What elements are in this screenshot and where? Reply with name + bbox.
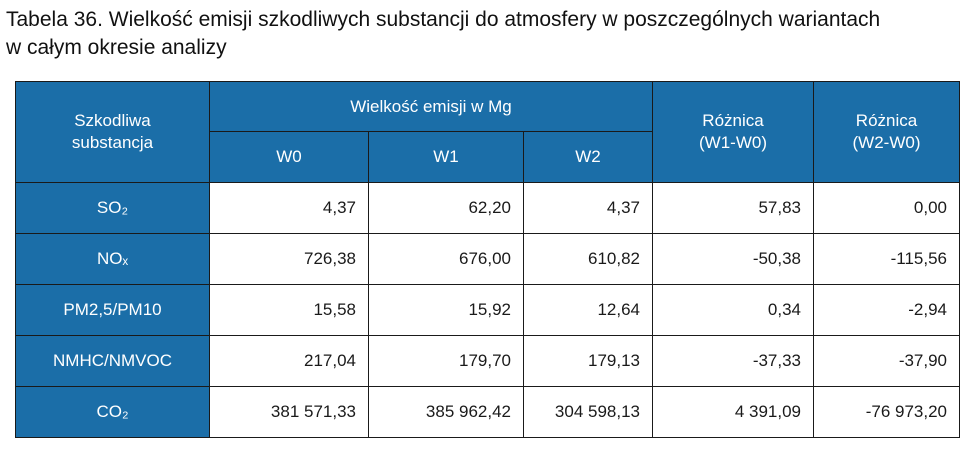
cell-diff-w2-w0: -2,94 (813, 284, 961, 336)
cell-diff-w1-w0: 57,83 (652, 182, 815, 234)
header-diff-w2-w0-line-2: (W2-W0) (852, 133, 921, 152)
header-diff-w1-w0-line-1: Różnica (702, 111, 764, 130)
cell-w1: 385 962,42 (368, 386, 524, 438)
table-row: PM2,5/PM10 15,58 15,92 12,64 0,34 -2,94 (15, 284, 961, 336)
caption-line-1: Tabela 36. Wielkość emisji szkodliwych s… (6, 8, 881, 31)
table-caption: Tabela 36. Wielkość emisji szkodliwych s… (6, 6, 976, 62)
cell-w1: 179,70 (368, 335, 524, 387)
header-substance: Szkodliwa substancja (15, 81, 210, 183)
emissions-table: Szkodliwa substancja Wielkość emisji w M… (15, 81, 961, 438)
cell-diff-w1-w0: -50,38 (652, 233, 815, 285)
cell-diff-w1-w0: -37,33 (652, 335, 815, 387)
row-substance: NMHC/NMVOC (15, 335, 210, 387)
cell-w2: 4,37 (522, 182, 654, 234)
header-w0: W0 (209, 131, 369, 183)
header-substance-line-2: substancja (71, 133, 154, 152)
table-row: NMHC/NMVOC 217,04 179,70 179,13 -37,33 -… (15, 335, 961, 387)
cell-diff-w2-w0: -37,90 (813, 335, 961, 387)
table-row: SO₂ 4,37 62,20 4,37 57,83 0,00 (15, 182, 961, 234)
row-substance: NOₓ (15, 233, 210, 285)
cell-w1: 15,92 (368, 284, 524, 336)
row-substance: CO₂ (15, 386, 210, 438)
header-emission-group: Wielkość emisji w Mg (208, 81, 654, 132)
cell-diff-w2-w0: 0,00 (813, 182, 961, 234)
table-header: Szkodliwa substancja Wielkość emisji w M… (15, 81, 961, 183)
header-row-top: Szkodliwa substancja Wielkość emisji w M… (15, 81, 961, 183)
cell-w0: 381 571,33 (209, 386, 369, 438)
cell-w0: 15,58 (209, 284, 369, 336)
header-diff-w2-w0: Różnica (W2-W0) (813, 81, 961, 183)
header-substance-line-1: Szkodliwa (74, 111, 151, 130)
cell-diff-w2-w0: -115,56 (813, 233, 961, 285)
row-substance: PM2,5/PM10 (15, 284, 210, 336)
cell-diff-w2-w0: -76 973,20 (813, 386, 961, 438)
table-row: CO₂ 381 571,33 385 962,42 304 598,13 4 3… (15, 386, 961, 438)
header-w2: W2 (522, 131, 654, 183)
cell-w0: 726,38 (209, 233, 369, 285)
header-diff-w1-w0-line-2: (W1-W0) (699, 133, 767, 152)
header-row-variants: W0 W1 W2 (16, 131, 960, 183)
cell-w2: 610,82 (522, 233, 654, 285)
cell-diff-w1-w0: 0,34 (652, 284, 815, 336)
cell-diff-w1-w0: 4 391,09 (652, 386, 815, 438)
header-diff-w2-w0-line-1: Różnica (855, 111, 918, 130)
cell-w2: 12,64 (522, 284, 654, 336)
table-body: SO₂ 4,37 62,20 4,37 57,83 0,00 NOₓ 726,3… (15, 182, 961, 438)
header-diff-w1-w0: Różnica (W1-W0) (652, 81, 815, 183)
table-row: NOₓ 726,38 676,00 610,82 -50,38 -115,56 (15, 233, 961, 285)
cell-w1: 676,00 (368, 233, 524, 285)
cell-w2: 179,13 (522, 335, 654, 387)
cell-w2: 304 598,13 (522, 386, 654, 438)
cell-w0: 217,04 (209, 335, 369, 387)
caption-line-2: w całym okresie analizy (6, 36, 227, 59)
row-substance: SO₂ (15, 182, 210, 234)
header-w1: W1 (368, 131, 524, 183)
cell-w1: 62,20 (368, 182, 524, 234)
cell-w0: 4,37 (209, 182, 369, 234)
